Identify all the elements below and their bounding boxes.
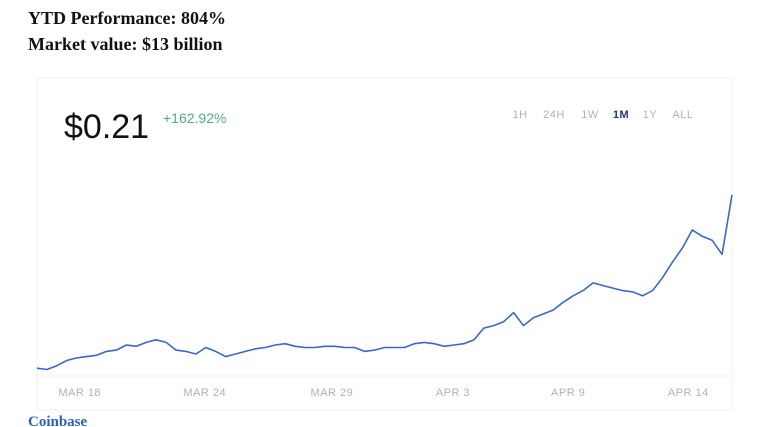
x-tick-label: MAR 29: [311, 387, 354, 399]
price: $0.21: [64, 108, 149, 146]
header-line: Market value: $13 billion: [28, 34, 223, 54]
x-tick-label: APR 9: [551, 387, 585, 399]
range-button[interactable]: 1M: [613, 109, 629, 121]
range-button[interactable]: 1Y: [643, 109, 658, 121]
range-button[interactable]: 1H: [512, 109, 527, 121]
range-button[interactable]: 1W: [581, 109, 599, 121]
range-button[interactable]: ALL: [672, 109, 693, 121]
price-line: [36, 194, 733, 371]
x-tick-label: APR 3: [436, 387, 470, 399]
chart-card: [36, 77, 733, 411]
price-change: +162.92%: [163, 110, 226, 126]
range-button[interactable]: 24H: [543, 109, 565, 121]
x-tick-label: MAR 18: [58, 387, 101, 399]
x-tick-label: MAR 24: [183, 387, 226, 399]
header-line: YTD Performance: 804%: [28, 8, 226, 28]
x-tick-label: APR 14: [668, 387, 709, 399]
source: Coinbase: [28, 414, 88, 427]
